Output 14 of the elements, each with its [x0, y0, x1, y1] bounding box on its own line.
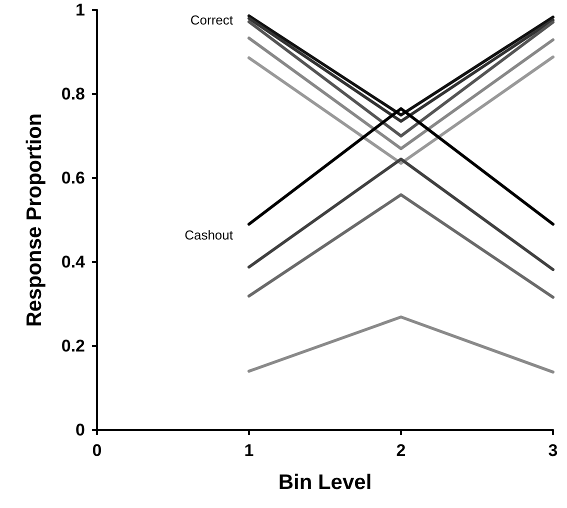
x-tick-label: 1	[244, 441, 254, 460]
y-tick-label: 1	[76, 0, 85, 20]
annotation: Cashout	[184, 228, 234, 242]
x-axis-title: Bin Level	[278, 471, 372, 494]
x-tick-label: 2	[396, 441, 406, 460]
y-axis-title: Response Proportion	[23, 113, 46, 327]
x-tick-label: 3	[548, 441, 558, 460]
y-tick-label: 0.2	[61, 336, 85, 356]
y-tick-label: 0.8	[61, 84, 85, 104]
x-tick-label: 0	[92, 441, 102, 460]
y-tick-label: 0.6	[61, 168, 85, 188]
annotation: Correct	[190, 12, 234, 28]
y-tick-label: 0.4	[61, 252, 86, 272]
y-tick-label: 0	[76, 420, 85, 440]
